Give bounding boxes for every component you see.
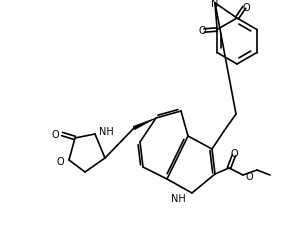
Text: NH: NH bbox=[171, 193, 186, 203]
Text: O: O bbox=[243, 3, 250, 13]
Text: O: O bbox=[51, 130, 59, 139]
Text: O: O bbox=[245, 171, 253, 181]
Text: NH: NH bbox=[99, 127, 114, 137]
Text: O: O bbox=[56, 156, 64, 166]
Text: O: O bbox=[198, 26, 206, 36]
Text: N: N bbox=[211, 0, 219, 9]
Text: O: O bbox=[230, 148, 238, 158]
Polygon shape bbox=[133, 118, 156, 130]
